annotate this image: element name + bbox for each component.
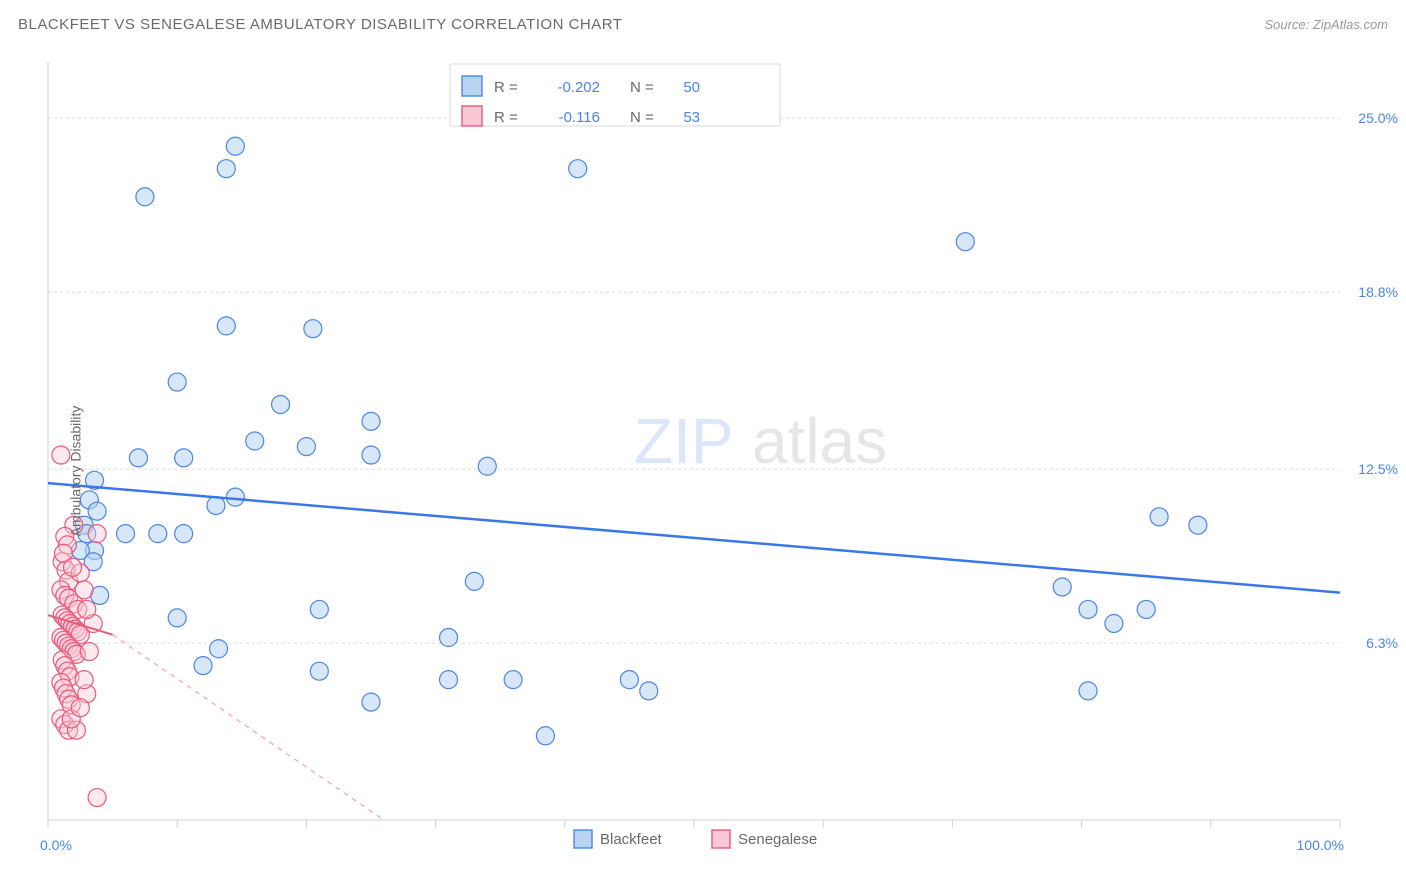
data-point xyxy=(194,657,212,675)
data-point xyxy=(536,727,554,745)
source-attribution: Source: ZipAtlas.com xyxy=(1264,17,1388,32)
trend-line xyxy=(48,483,1340,592)
legend-series-label: Senegalese xyxy=(738,831,817,848)
data-point xyxy=(272,396,290,414)
legend-n-value: 53 xyxy=(683,109,700,126)
legend-r-value: -0.202 xyxy=(557,79,600,96)
data-point xyxy=(149,525,167,543)
data-point xyxy=(88,525,106,543)
legend-r-label: R = xyxy=(494,79,518,96)
data-point xyxy=(1137,600,1155,618)
data-point xyxy=(88,502,106,520)
legend-swatch xyxy=(712,830,730,848)
data-point xyxy=(1079,600,1097,618)
data-point xyxy=(1150,508,1168,526)
data-point xyxy=(1105,614,1123,632)
data-point xyxy=(207,497,225,515)
data-point xyxy=(310,662,328,680)
scatter-chart: 6.3% 12.5% 18.8% 25.0% ZIPatlas 0.0% 100.0% R =… xyxy=(0,50,1406,892)
data-point xyxy=(75,581,93,599)
data-point xyxy=(75,671,93,689)
legend-n-value: 50 xyxy=(683,79,700,96)
data-point xyxy=(362,446,380,464)
data-point xyxy=(246,432,264,450)
data-point xyxy=(1189,516,1207,534)
data-point xyxy=(504,671,522,689)
y-tick-label: 6.3% xyxy=(1366,635,1398,651)
data-point xyxy=(217,317,235,335)
data-point xyxy=(88,789,106,807)
data-point xyxy=(1053,578,1071,596)
data-point xyxy=(129,449,147,467)
data-point xyxy=(440,629,458,647)
data-point xyxy=(362,412,380,430)
data-point xyxy=(210,640,228,658)
y-tick-label: 25.0% xyxy=(1358,110,1398,126)
data-point xyxy=(310,600,328,618)
data-point xyxy=(362,693,380,711)
watermark-atlas: atlas xyxy=(752,405,887,477)
legend-r-label: R = xyxy=(494,109,518,126)
data-point xyxy=(297,438,315,456)
data-point xyxy=(226,137,244,155)
data-point xyxy=(226,488,244,506)
data-point xyxy=(168,609,186,627)
y-tick-label: 12.5% xyxy=(1358,461,1398,477)
data-point xyxy=(620,671,638,689)
legend-swatch xyxy=(462,106,482,126)
x-tick-label-max: 100.0% xyxy=(1297,837,1344,853)
data-point xyxy=(478,457,496,475)
y-tick-label: 18.8% xyxy=(1358,284,1398,300)
data-point xyxy=(304,320,322,338)
legend-swatch xyxy=(462,76,482,96)
data-point xyxy=(175,525,193,543)
page-title: BLACKFEET VS SENEGALESE AMBULATORY DISAB… xyxy=(18,16,622,33)
data-point xyxy=(465,572,483,590)
data-point xyxy=(217,160,235,178)
legend-n-label: N = xyxy=(630,79,654,96)
data-point xyxy=(440,671,458,689)
data-point xyxy=(956,233,974,251)
data-point xyxy=(117,525,135,543)
legend-r-value: -0.116 xyxy=(559,109,600,126)
data-point xyxy=(1079,682,1097,700)
data-point xyxy=(136,188,154,206)
legend-swatch xyxy=(574,830,592,848)
x-tick-label-min: 0.0% xyxy=(40,837,72,853)
data-point xyxy=(640,682,658,700)
data-point xyxy=(569,160,587,178)
data-point xyxy=(175,449,193,467)
y-axis-label: Ambulatory Disability xyxy=(67,406,83,537)
data-point xyxy=(71,699,89,717)
data-point xyxy=(78,600,96,618)
data-point xyxy=(168,373,186,391)
trend-line-extension xyxy=(113,635,384,820)
data-point xyxy=(64,558,82,576)
watermark-zip: ZIP xyxy=(634,405,734,477)
legend-n-label: N = xyxy=(630,109,654,126)
data-point xyxy=(80,643,98,661)
legend-series-label: Blackfeet xyxy=(600,831,663,848)
